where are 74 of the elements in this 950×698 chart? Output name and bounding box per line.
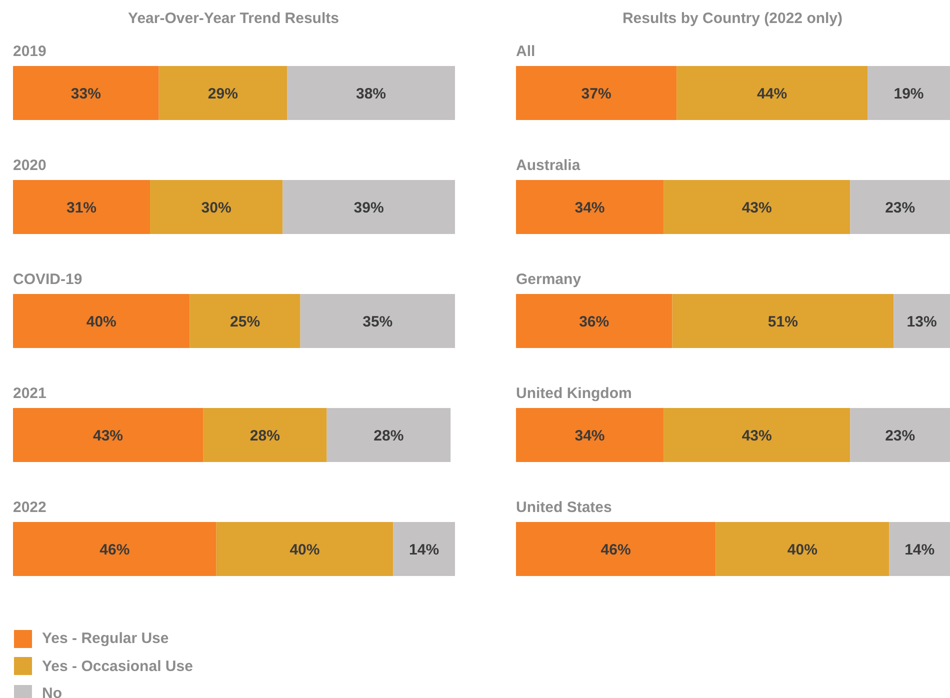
data-label: 46% xyxy=(100,541,130,558)
data-label: 46% xyxy=(600,541,631,558)
data-label: 35% xyxy=(362,313,393,330)
bar xyxy=(850,408,950,462)
bar xyxy=(190,294,300,348)
bar xyxy=(326,408,451,462)
data-label: 39% xyxy=(354,199,384,216)
data-label: 37% xyxy=(581,85,612,102)
bar xyxy=(282,180,455,234)
bar xyxy=(150,180,283,234)
y-tick-label: All xyxy=(516,43,536,60)
y-tick-label: 2020 xyxy=(13,157,46,174)
bar xyxy=(664,180,850,234)
bar xyxy=(300,294,455,348)
data-label: 43% xyxy=(742,199,772,216)
data-label: 44% xyxy=(757,85,788,102)
bar xyxy=(516,408,664,462)
bar xyxy=(516,180,664,234)
data-label: 28% xyxy=(250,427,280,444)
data-label: 40% xyxy=(86,313,116,330)
data-label: 34% xyxy=(574,427,605,444)
bar xyxy=(287,66,455,120)
data-label: 43% xyxy=(93,427,124,444)
bar xyxy=(158,66,288,120)
legend-label: Yes - Regular Use xyxy=(42,630,169,648)
bar xyxy=(516,294,672,348)
bar xyxy=(672,294,894,348)
data-label: 43% xyxy=(742,427,772,444)
bar xyxy=(850,180,950,234)
bar xyxy=(868,66,950,120)
data-label: 13% xyxy=(906,313,937,330)
bar xyxy=(676,66,868,120)
data-label: 36% xyxy=(579,313,610,330)
bar xyxy=(393,522,455,576)
data-label: 31% xyxy=(66,199,97,216)
data-label: 40% xyxy=(290,541,320,558)
bar xyxy=(516,522,716,576)
bar xyxy=(664,408,850,462)
bar xyxy=(216,522,394,576)
data-label: 28% xyxy=(374,427,404,444)
bar xyxy=(13,294,190,348)
data-label: 29% xyxy=(208,85,238,102)
y-tick-label: United Kingdom xyxy=(516,385,632,402)
y-tick-label: United States xyxy=(516,499,612,516)
bar xyxy=(516,66,677,120)
data-label: 19% xyxy=(894,85,924,102)
data-label: 34% xyxy=(574,199,605,216)
bar xyxy=(894,294,950,348)
y-tick-label: 2019 xyxy=(13,43,46,60)
y-tick-label: 2021 xyxy=(13,385,46,402)
y-tick-label: 2022 xyxy=(13,499,46,516)
data-label: 23% xyxy=(885,199,916,216)
bar xyxy=(13,180,150,234)
data-label: 33% xyxy=(70,85,101,102)
data-label: 14% xyxy=(409,541,440,558)
y-tick-label: Australia xyxy=(516,157,581,174)
data-label: 25% xyxy=(230,313,260,330)
bar xyxy=(13,66,159,120)
data-label: 38% xyxy=(356,85,386,102)
data-label: 51% xyxy=(768,313,798,330)
legend-label: Yes - Occasional Use xyxy=(42,658,193,675)
text: Year-Over-Year Trend Results xyxy=(127,10,340,27)
bar xyxy=(13,522,216,576)
data-label: 23% xyxy=(885,427,916,444)
bar xyxy=(716,522,890,576)
data-label: 40% xyxy=(787,541,818,558)
data-label: 30% xyxy=(201,199,232,216)
bar xyxy=(203,408,327,462)
y-tick-label: COVID-19 xyxy=(13,271,82,288)
text: Results by Country (2022 only) xyxy=(621,10,844,27)
bar xyxy=(889,522,950,576)
bar xyxy=(13,408,204,462)
y-tick-label: Germany xyxy=(516,271,582,288)
data-label: 14% xyxy=(904,541,935,558)
